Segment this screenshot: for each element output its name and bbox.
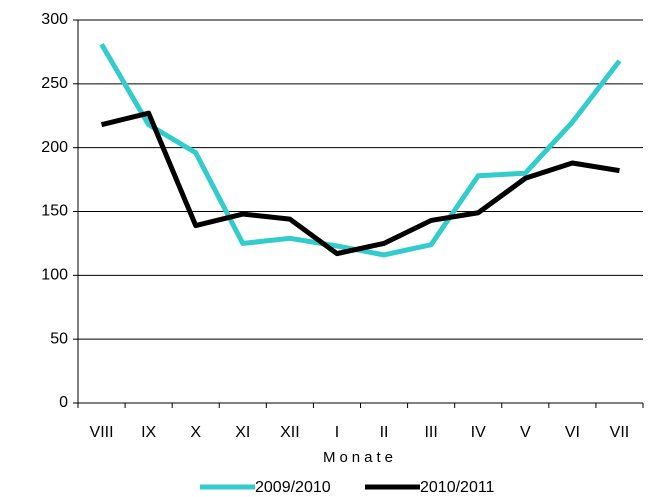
y-tick-label: 100 — [41, 267, 68, 284]
legend-label: 2009/2010 — [255, 479, 331, 496]
y-tick-label: 50 — [50, 330, 68, 347]
x-tick-label: IV — [471, 424, 486, 441]
y-tick-label: 150 — [41, 203, 68, 220]
series-line — [100, 110, 620, 257]
x-tick-label: IX — [141, 424, 156, 441]
series-line — [99, 42, 622, 258]
x-tick-label: XII — [280, 424, 300, 441]
y-tick-label: 300 — [41, 11, 68, 28]
y-tick-label: 250 — [41, 75, 68, 92]
x-tick-label: III — [424, 424, 437, 441]
y-tick-label: 0 — [59, 394, 68, 411]
x-tick-label: VII — [610, 424, 630, 441]
x-tick-label: V — [520, 424, 531, 441]
x-tick-label: XI — [235, 424, 250, 441]
x-tick-label: I — [335, 424, 339, 441]
x-tick-label: II — [380, 424, 389, 441]
legend-label: 2010/2011 — [420, 479, 495, 496]
x-tick-label: VI — [565, 424, 580, 441]
x-tick-label: VIII — [90, 424, 114, 441]
x-axis-label: Monate — [323, 449, 397, 466]
y-tick-label: 200 — [41, 139, 68, 156]
x-tick-label: X — [190, 424, 201, 441]
